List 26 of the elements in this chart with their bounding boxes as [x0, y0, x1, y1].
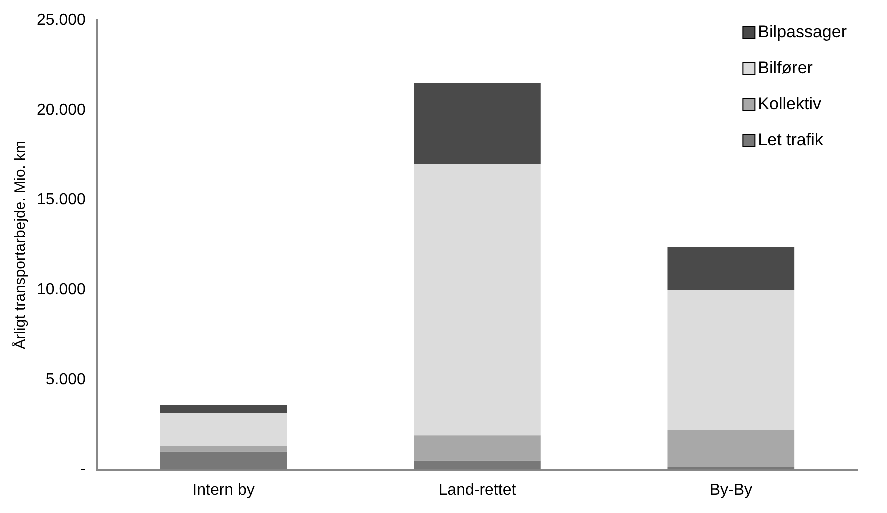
bar — [414, 436, 541, 461]
bar — [160, 405, 288, 414]
legend-label: Bilfører — [758, 58, 814, 78]
bar — [668, 246, 795, 290]
bar — [414, 83, 541, 164]
bar — [414, 164, 541, 436]
y-tick-label: 25.000 — [37, 12, 86, 30]
legend-label: Kollektiv — [758, 94, 822, 114]
y-axis-title: Årligt transportarbejde. Mio. km — [11, 140, 30, 350]
y-tick-label: 20.000 — [37, 102, 86, 119]
x-tick-label: Intern by — [192, 482, 255, 499]
bar — [668, 290, 795, 430]
legend-label: Bilpassager — [758, 22, 848, 42]
x-tick-label: By-By — [710, 482, 752, 499]
bar — [414, 460, 541, 470]
y-tick-label: 5.000 — [46, 371, 86, 388]
y-tick-label: 10.000 — [37, 282, 86, 299]
y-tick-label: 15.000 — [37, 192, 86, 209]
bar — [668, 467, 795, 470]
legend-label: Let trafik — [758, 130, 824, 150]
y-tick-label: - — [80, 461, 86, 478]
bar — [160, 413, 288, 446]
bar — [160, 452, 288, 470]
bar — [160, 446, 288, 452]
x-tick-label: Land-rettet — [438, 482, 517, 499]
bar — [668, 430, 795, 468]
